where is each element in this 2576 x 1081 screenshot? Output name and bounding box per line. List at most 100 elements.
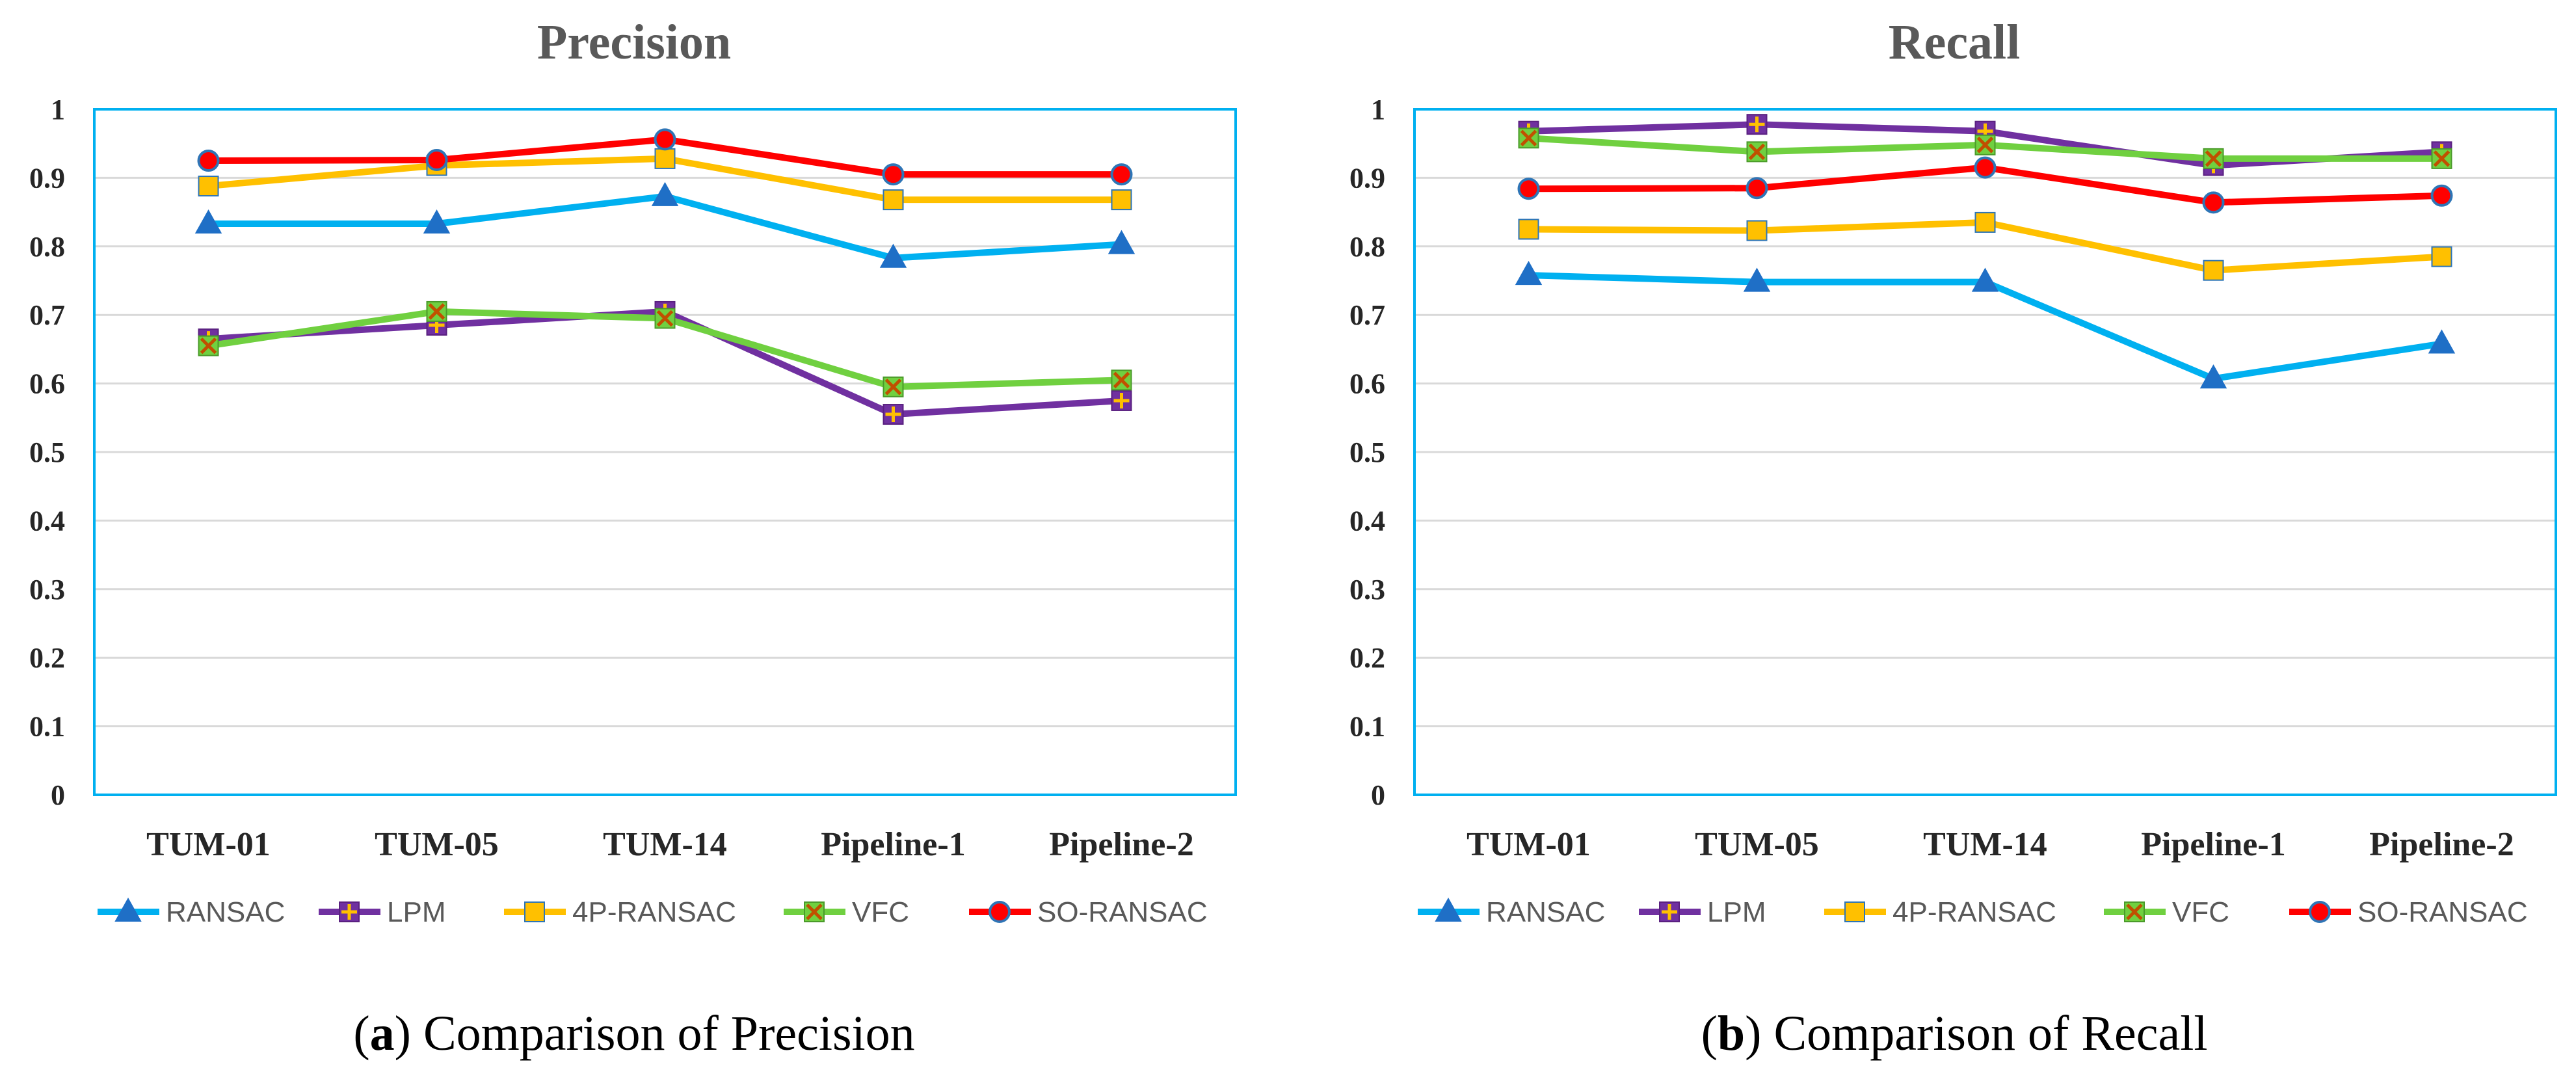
data-point-ransac	[2428, 329, 2456, 354]
chart-title: Recall	[1889, 15, 2021, 70]
chart-title: Precision	[537, 15, 731, 70]
data-point-vfc-glyph	[1976, 137, 1994, 153]
y-tick-label: 0.8	[1349, 231, 1385, 263]
y-tick-label: 0.4	[29, 505, 65, 537]
x-tick-label: Pipeline-2	[1049, 826, 1193, 863]
caption-text: ) Comparison of Precision	[395, 1006, 915, 1061]
data-point-vfc-glyph	[2205, 150, 2222, 167]
y-tick-label: 1	[51, 94, 65, 126]
data-point-4p-ransac	[2203, 260, 2224, 281]
figure-caption: (a) Comparison of Precision	[353, 1006, 914, 1061]
legend-marker-ransac	[1435, 897, 1462, 922]
data-point-so-ransac	[1517, 178, 1540, 200]
figure-caption: (b) Comparison of Recall	[1701, 1006, 2208, 1061]
y-tick-label: 0.1	[29, 711, 65, 743]
data-point-4p-ransac	[1974, 211, 1996, 233]
x-tick-label: Pipeline-1	[821, 826, 965, 863]
data-point-so-ransac	[1110, 163, 1133, 186]
legend-marker-so-ransac	[2309, 901, 2331, 923]
x-tick-label: TUM-05	[1695, 826, 1819, 863]
legend-label-4p-ransac: 4P-RANSAC	[572, 896, 736, 928]
plot-area-border	[1413, 108, 2557, 796]
legend-label-so-ransac: SO-RANSAC	[2357, 896, 2528, 928]
legend-label-lpm: LPM	[1707, 896, 1766, 928]
legend-marker-ransac	[114, 897, 142, 922]
data-point-ransac	[2199, 364, 2227, 389]
y-tick-label: 0.3	[1349, 574, 1385, 606]
data-point-ransac	[194, 209, 222, 234]
x-tick-label: TUM-01	[146, 826, 271, 863]
y-tick-label: 0.7	[29, 299, 65, 331]
data-point-so-ransac	[2202, 191, 2225, 214]
data-point-4p-ransac	[1518, 219, 1539, 240]
data-point-so-ransac	[654, 128, 676, 151]
caption-letter: b	[1718, 1006, 1745, 1061]
legend-marker-4p-ransac	[524, 901, 545, 922]
data-point-lpm-glyph	[1113, 392, 1130, 408]
legend-marker-4p-ransac	[1844, 901, 1865, 922]
data-point-lpm-glyph	[885, 407, 901, 423]
y-tick-label: 0.9	[1349, 162, 1385, 194]
x-tick-label: TUM-14	[1923, 826, 2047, 863]
x-tick-label: Pipeline-2	[2369, 826, 2514, 863]
data-point-4p-ransac	[654, 148, 676, 169]
data-point-vfc-glyph	[656, 310, 674, 327]
caption-open-paren: (	[1701, 1006, 1718, 1061]
y-tick-label: 0	[51, 779, 65, 811]
y-tick-label: 0.9	[29, 162, 65, 194]
x-tick-label: TUM-05	[375, 826, 499, 863]
data-point-4p-ransac	[1746, 220, 1768, 241]
x-tick-label: Pipeline-1	[2141, 826, 2285, 863]
y-tick-label: 0	[1371, 779, 1385, 811]
data-point-so-ransac	[882, 163, 905, 186]
data-point-lpm-glyph	[1749, 116, 1765, 133]
legend-marker-vfc-glyph	[806, 903, 823, 920]
data-point-so-ransac	[1974, 156, 1997, 179]
y-tick-label: 0.5	[1349, 436, 1385, 468]
y-tick-label: 0.5	[29, 436, 65, 468]
y-tick-label: 0.1	[1349, 711, 1385, 743]
data-point-ransac	[651, 181, 679, 206]
data-point-vfc-glyph	[1520, 129, 1537, 147]
y-tick-label: 0.2	[1349, 642, 1385, 674]
data-point-ransac	[1743, 267, 1771, 292]
data-point-4p-ransac	[883, 189, 904, 211]
data-point-ransac	[1515, 261, 1543, 286]
data-point-vfc-glyph	[200, 337, 217, 354]
legend-label-vfc: VFC	[2172, 896, 2229, 928]
legend-marker-so-ransac	[989, 901, 1011, 923]
legend-label-4p-ransac: 4P-RANSAC	[1892, 896, 2056, 928]
caption-open-paren: (	[353, 1006, 369, 1061]
x-tick-label: TUM-01	[1467, 826, 1591, 863]
legend-marker-lpm-glyph	[341, 904, 357, 920]
data-point-4p-ransac	[1111, 189, 1132, 211]
y-tick-label: 0.3	[29, 574, 65, 606]
data-point-vfc-glyph	[1113, 371, 1130, 389]
data-point-vfc-glyph	[1748, 143, 1766, 161]
x-tick-label: TUM-14	[603, 826, 727, 863]
legend-label-so-ransac: SO-RANSAC	[1037, 896, 1208, 928]
data-point-ransac	[879, 243, 907, 268]
data-point-so-ransac	[425, 148, 448, 171]
data-point-vfc-glyph	[428, 303, 445, 320]
data-point-ransac	[1971, 267, 1999, 292]
plot-area-border	[93, 108, 1237, 796]
data-point-vfc-glyph	[2433, 150, 2450, 167]
y-tick-label: 0.6	[1349, 368, 1385, 400]
caption-letter: a	[370, 1006, 395, 1061]
data-point-so-ransac	[1746, 177, 1768, 200]
y-tick-label: 0.8	[29, 231, 65, 263]
chart-1: Precision 0 0.1 0.2 0.3 0.4 0.5 0.6 0.7 0.8 0.9 1 TU…	[29, 15, 1237, 1061]
legend-marker-lpm-glyph	[1662, 904, 1677, 920]
data-point-4p-ransac	[198, 176, 219, 197]
data-point-vfc-glyph	[884, 379, 902, 395]
data-point-ransac	[423, 209, 451, 234]
legend-label-ransac: RANSAC	[1486, 896, 1605, 928]
y-tick-label: 0.2	[29, 642, 65, 674]
y-tick-label: 0.4	[1349, 505, 1385, 537]
data-point-4p-ransac	[2431, 246, 2452, 267]
legend-marker-vfc-glyph	[2126, 903, 2143, 920]
y-tick-label: 0.6	[29, 368, 65, 400]
y-tick-label: 1	[1371, 94, 1385, 126]
